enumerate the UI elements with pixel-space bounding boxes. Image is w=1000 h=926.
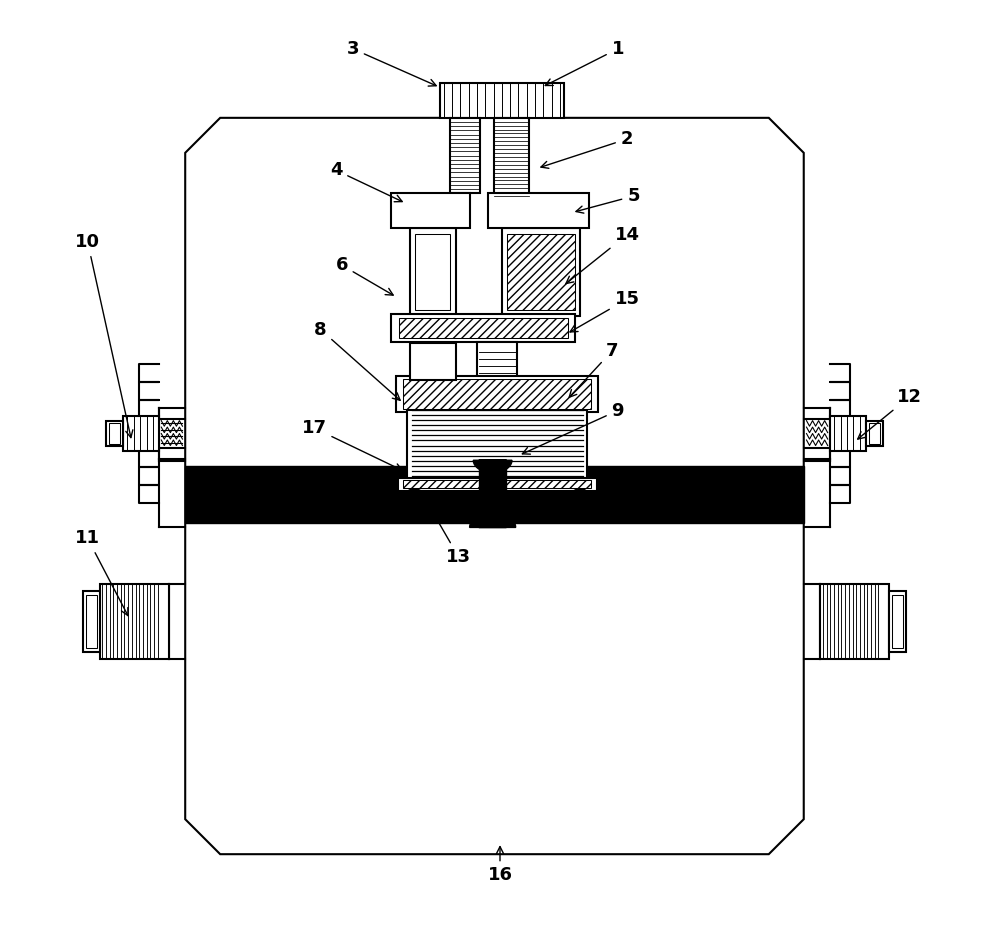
Bar — [892, 594, 903, 648]
Text: 14: 14 — [566, 226, 640, 283]
Bar — [820, 583, 889, 659]
Bar — [100, 583, 169, 659]
Bar — [185, 466, 804, 523]
Bar — [869, 423, 880, 444]
Bar — [889, 591, 906, 652]
Text: 7: 7 — [569, 342, 619, 397]
Bar — [86, 594, 97, 648]
Bar — [123, 416, 159, 451]
Bar — [502, 229, 580, 316]
Bar — [477, 342, 517, 412]
Bar — [479, 466, 506, 491]
Circle shape — [403, 489, 425, 511]
Bar — [507, 233, 575, 310]
Polygon shape — [473, 460, 512, 473]
Text: 2: 2 — [541, 130, 633, 169]
Text: 8: 8 — [314, 320, 400, 400]
Polygon shape — [185, 118, 804, 854]
Text: 15: 15 — [570, 290, 640, 332]
Text: 12: 12 — [858, 388, 922, 439]
Bar — [109, 423, 120, 444]
Bar — [450, 118, 480, 194]
Text: 9: 9 — [522, 402, 624, 454]
Bar — [391, 314, 575, 342]
Text: 5: 5 — [576, 187, 640, 213]
Bar — [398, 478, 597, 491]
Text: 17: 17 — [302, 419, 402, 470]
Bar — [403, 380, 591, 408]
Text: 13: 13 — [427, 502, 471, 566]
Text: 10: 10 — [75, 233, 133, 438]
Bar — [440, 82, 564, 118]
Bar — [106, 420, 123, 446]
Bar — [494, 118, 529, 196]
Bar — [396, 376, 598, 412]
Text: 4: 4 — [330, 161, 402, 202]
Text: 16: 16 — [488, 846, 512, 884]
Bar — [415, 233, 450, 310]
Circle shape — [569, 489, 591, 511]
Bar — [488, 194, 589, 229]
Bar — [830, 416, 866, 451]
Bar — [83, 591, 100, 652]
Polygon shape — [470, 512, 516, 528]
Bar — [403, 481, 591, 488]
Bar — [410, 229, 456, 316]
Bar — [410, 344, 456, 381]
Bar — [399, 318, 568, 338]
Text: 1: 1 — [545, 40, 624, 85]
Text: 6: 6 — [335, 257, 393, 295]
Bar — [391, 194, 470, 229]
Text: 11: 11 — [75, 530, 128, 616]
Bar — [866, 420, 883, 446]
Text: 3: 3 — [346, 40, 436, 86]
Bar — [407, 409, 587, 482]
